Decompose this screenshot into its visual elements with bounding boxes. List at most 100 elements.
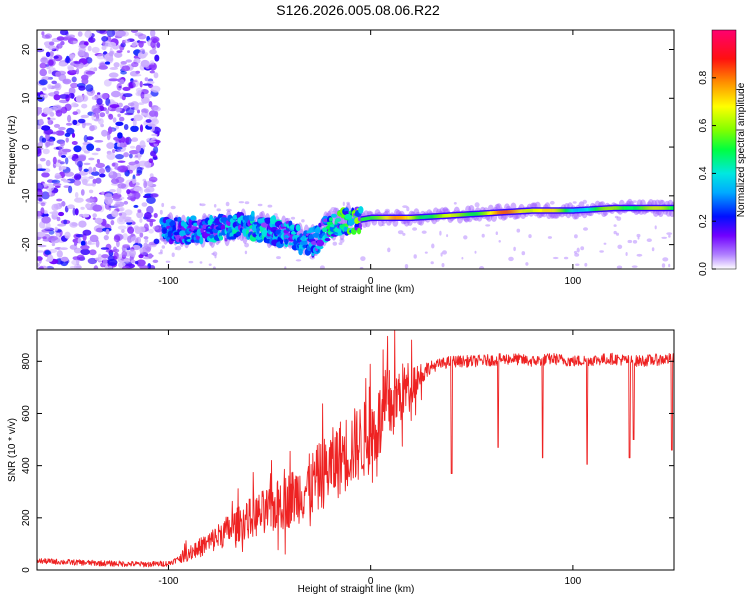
ridge-cell — [586, 207, 588, 212]
y-tick-label: -20 — [21, 237, 32, 252]
noise-blob — [129, 150, 139, 155]
noise-blob — [83, 41, 89, 46]
noise-blob — [75, 95, 84, 103]
noise-blob — [74, 175, 78, 181]
noise-blob — [498, 240, 501, 243]
ridge-cell — [667, 206, 670, 210]
noise-blob — [39, 68, 47, 77]
ridge-cell — [591, 207, 593, 212]
x-tick-label: 0 — [368, 576, 374, 587]
noise-blob — [131, 61, 139, 68]
noise-blob — [73, 247, 83, 254]
y-tick-label: 10 — [21, 92, 32, 104]
colorbar-label: Normalized spectral amplitude — [736, 82, 747, 217]
noise-blob — [111, 162, 119, 168]
ridge-cell — [188, 222, 192, 229]
y-tick-label: 200 — [21, 509, 32, 526]
ridge-cell — [408, 216, 410, 220]
ridge-cell — [654, 206, 657, 210]
noise-blob — [106, 30, 116, 37]
ridge-cell — [416, 215, 418, 220]
noise-blob — [95, 177, 102, 184]
noise-blob — [572, 201, 577, 204]
ridge-cell — [513, 209, 515, 214]
noise-blob — [105, 228, 110, 235]
noise-blob — [133, 204, 139, 208]
ridge-cell — [393, 216, 396, 220]
noise-blob — [129, 145, 136, 149]
noise-blob — [139, 80, 143, 88]
noise-blob — [152, 225, 160, 230]
noise-blob — [112, 246, 117, 253]
noise-blob — [101, 129, 108, 137]
noise-blob — [153, 238, 160, 244]
noise-blob — [149, 173, 154, 178]
ridge-cell — [368, 216, 370, 220]
noise-blob — [481, 233, 485, 238]
noise-blob — [105, 165, 111, 173]
ridge-cell — [486, 211, 489, 215]
ridge-cell — [449, 213, 451, 218]
noise-blob — [176, 245, 182, 251]
noise-blob — [115, 154, 124, 160]
noise-blob — [41, 93, 48, 99]
noise-blob — [53, 55, 59, 59]
ridge-cell — [465, 212, 468, 217]
noise-blob — [135, 87, 143, 93]
ridge-cell — [606, 206, 608, 211]
ridge-cell — [384, 216, 387, 220]
noise-blob — [152, 156, 158, 161]
ridge-cell — [374, 216, 377, 220]
ridge-cell — [509, 210, 511, 214]
ridge-cell — [581, 208, 583, 212]
noise-blob — [39, 62, 47, 69]
noise-blob — [135, 144, 142, 152]
ridge-cell — [356, 227, 362, 235]
snr-series-line — [37, 330, 674, 568]
ridge-cell — [545, 208, 547, 213]
ridge-cell — [663, 206, 666, 210]
noise-blob — [552, 256, 559, 260]
ridge-cell — [552, 208, 555, 213]
noise-blob — [586, 204, 590, 207]
noise-blob — [63, 180, 71, 183]
noise-blob — [68, 92, 75, 99]
noise-blob — [77, 237, 82, 244]
noise-blob — [87, 166, 93, 175]
ridge-cell — [610, 206, 612, 210]
noise-blob — [134, 104, 139, 111]
noise-blob — [402, 232, 406, 236]
ridge-cell — [476, 212, 479, 216]
ridge-cell — [529, 208, 531, 213]
noise-blob — [70, 82, 79, 88]
ridge-cell — [439, 214, 441, 218]
noise-blob — [152, 38, 158, 44]
ridge-cell — [482, 211, 485, 216]
ridge-cell — [577, 208, 580, 212]
noise-blob — [113, 235, 121, 243]
noise-blob — [69, 265, 80, 269]
ridge-cell — [535, 208, 537, 213]
ridge-cell — [653, 206, 656, 210]
noise-blob — [616, 216, 622, 221]
ridge-cell — [236, 231, 242, 236]
noise-blob — [73, 145, 82, 153]
noise-blob — [48, 45, 56, 51]
noise-blob — [127, 81, 136, 89]
noise-blob — [74, 208, 79, 216]
noise-blob — [106, 152, 116, 160]
y-tick-label: 800 — [21, 353, 32, 370]
ridge-cell — [419, 215, 421, 220]
noise-blob — [632, 240, 638, 244]
ridge-cell — [499, 210, 501, 215]
noise-blob — [45, 265, 55, 269]
noise-blob — [97, 253, 102, 260]
noise-blob — [138, 40, 144, 48]
ridge-cell — [544, 208, 546, 213]
noise-blob — [148, 101, 153, 108]
noise-blob — [127, 50, 130, 53]
ridge-cell — [554, 208, 557, 213]
ridge-cell — [549, 208, 551, 213]
noise-blob — [40, 57, 48, 64]
ridge-cell — [388, 216, 391, 220]
